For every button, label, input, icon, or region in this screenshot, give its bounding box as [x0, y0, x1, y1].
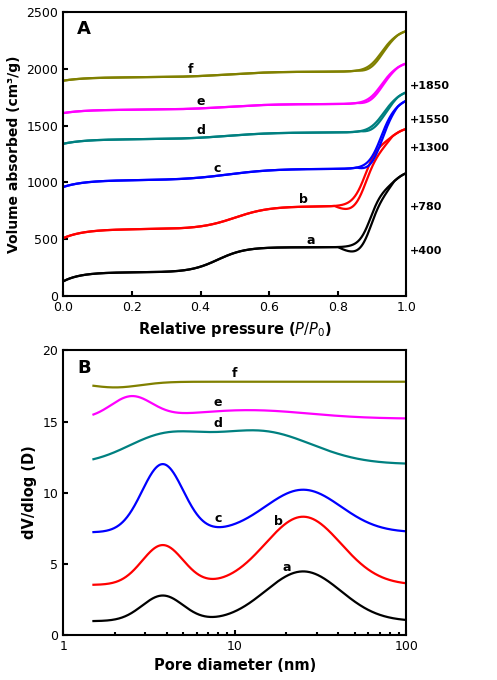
Text: d: d — [196, 124, 205, 137]
Y-axis label: Volume absorbed (cm³/g): Volume absorbed (cm³/g) — [7, 55, 21, 253]
Text: +400: +400 — [410, 245, 442, 256]
Text: +780: +780 — [410, 203, 442, 212]
Text: f: f — [187, 63, 193, 76]
Text: B: B — [77, 359, 90, 377]
Text: e: e — [214, 396, 223, 409]
Y-axis label: dV/dlog (D): dV/dlog (D) — [22, 445, 37, 539]
Text: b: b — [274, 515, 283, 528]
Text: a: a — [306, 234, 315, 247]
Text: +1850: +1850 — [410, 81, 450, 91]
Text: e: e — [196, 95, 205, 108]
Text: d: d — [214, 417, 223, 430]
Text: A: A — [77, 20, 91, 39]
Text: f: f — [232, 367, 238, 379]
Text: b: b — [299, 193, 308, 206]
X-axis label: Pore diameter (nm): Pore diameter (nm) — [154, 658, 316, 673]
Text: c: c — [214, 163, 221, 175]
Text: a: a — [282, 561, 291, 574]
Text: +1300: +1300 — [410, 143, 450, 154]
Text: c: c — [215, 512, 222, 525]
X-axis label: Relative pressure ($P/P_{0}$): Relative pressure ($P/P_{0}$) — [138, 320, 332, 339]
Text: +1550: +1550 — [410, 115, 450, 125]
